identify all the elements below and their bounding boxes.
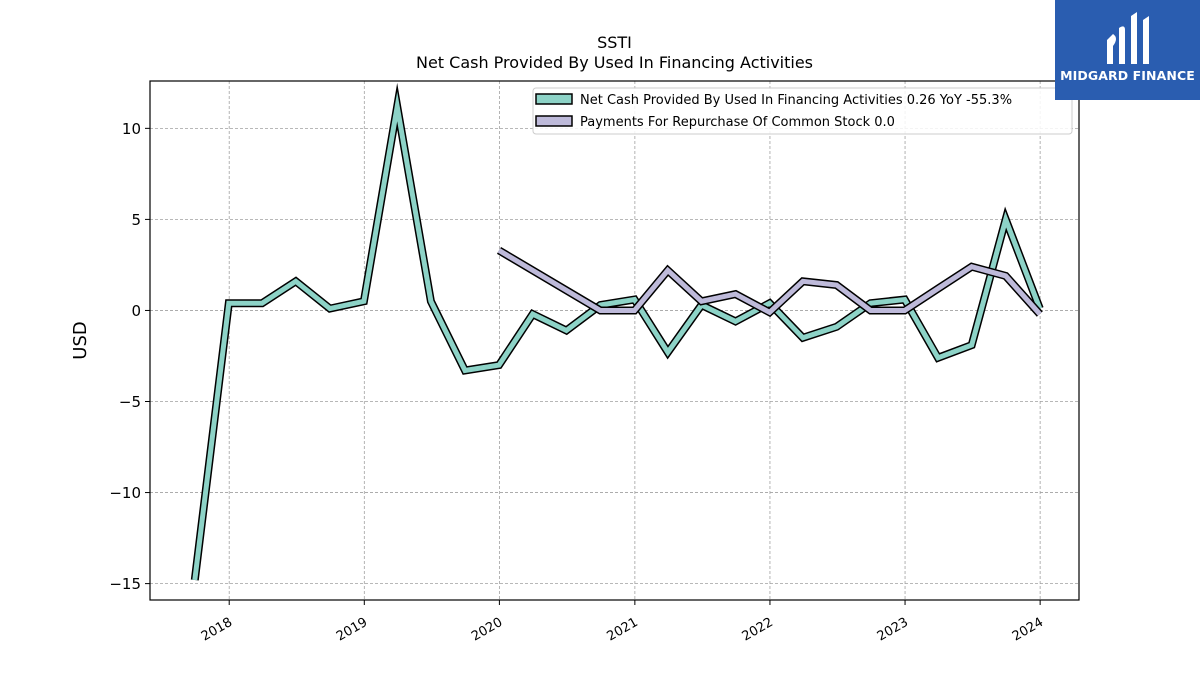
plot-frame bbox=[149, 80, 1080, 601]
series-line bbox=[497, 248, 1042, 316]
x-tick-label: 2019 bbox=[334, 615, 370, 645]
x-tick-label: 2024 bbox=[1010, 615, 1046, 645]
y-tick-label: −5 bbox=[119, 393, 141, 411]
y-tick-label: −15 bbox=[109, 575, 141, 593]
x-tick-label: 2021 bbox=[605, 615, 641, 645]
series-lines bbox=[190, 82, 1044, 581]
grid bbox=[150, 81, 1079, 600]
x-tick-label: 2020 bbox=[469, 615, 505, 645]
logo-mark-icon bbox=[1107, 12, 1149, 64]
y-tick-label: −10 bbox=[109, 484, 141, 502]
chart-title: SSTI bbox=[597, 33, 632, 52]
y-tick-label: 5 bbox=[131, 211, 141, 229]
logo-text: MIDGARD FINANCE bbox=[1060, 68, 1195, 83]
series-outline bbox=[190, 82, 1044, 581]
x-tick-label: 2022 bbox=[740, 615, 776, 645]
y-tick-label: 0 bbox=[131, 302, 141, 320]
brand-logo: MIDGARD FINANCE bbox=[1055, 0, 1200, 100]
x-tick-label: 2023 bbox=[875, 615, 911, 645]
legend: Net Cash Provided By Used In Financing A… bbox=[532, 87, 1073, 135]
chart-subtitle: Net Cash Provided By Used In Financing A… bbox=[416, 53, 813, 72]
y-axis-label: USD bbox=[70, 321, 91, 359]
legend-swatch-net-cash bbox=[535, 93, 573, 105]
x-tick-label: 2018 bbox=[199, 615, 235, 645]
legend-frame bbox=[532, 87, 1073, 135]
legend-label-net-cash: Net Cash Provided By Used In Financing A… bbox=[580, 93, 1012, 108]
legend-swatch-repurchase bbox=[535, 115, 573, 127]
axis-ticks: 10 5 0 −5 −10 −15 2018 2019 2020 2021 2022 2023 2024 bbox=[109, 120, 1046, 645]
legend-label-repurchase: Payments For Repurchase Of Common Stock … bbox=[580, 115, 895, 130]
series-line bbox=[192, 91, 1043, 581]
y-tick-label: 10 bbox=[122, 120, 141, 138]
